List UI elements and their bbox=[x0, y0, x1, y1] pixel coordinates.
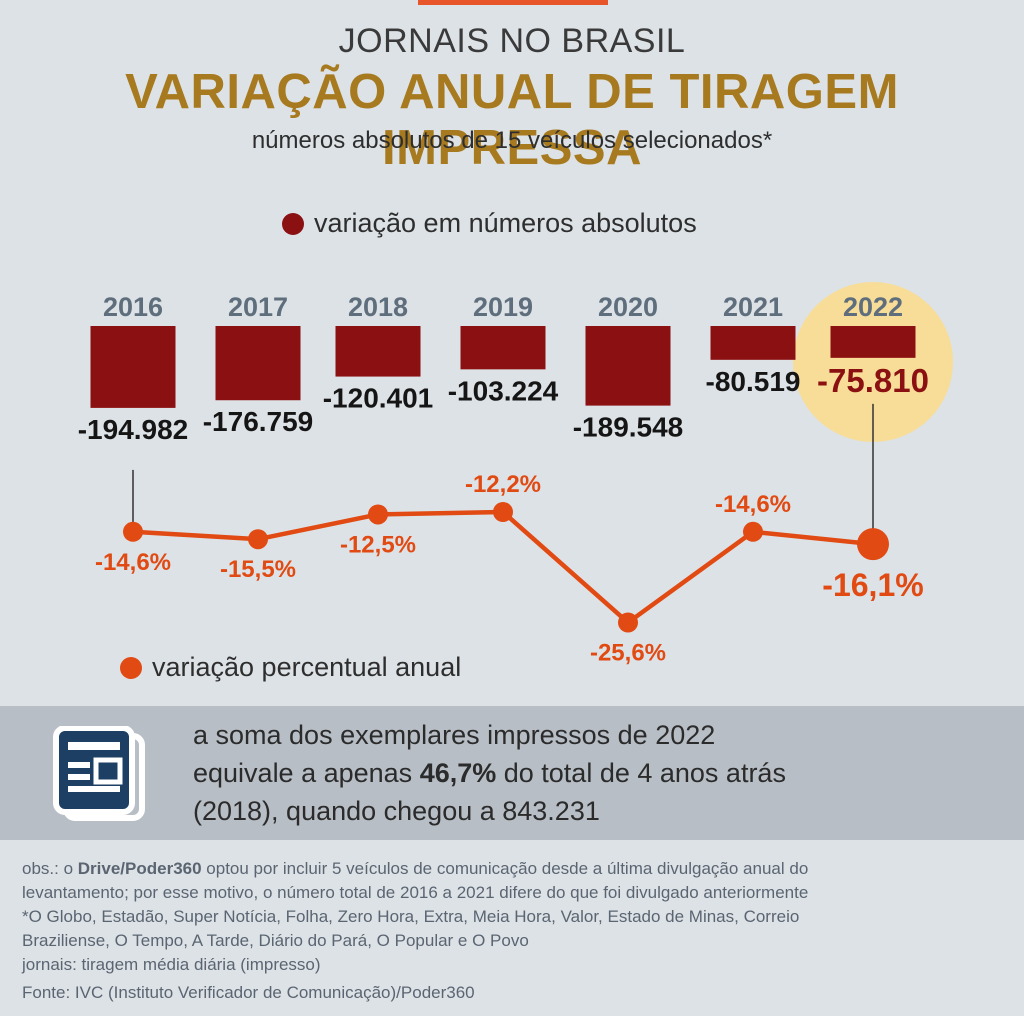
percent-label: -16,1% bbox=[822, 567, 923, 603]
percent-label: -14,6% bbox=[715, 491, 791, 518]
info-line-2-pre: equivale a apenas bbox=[193, 758, 420, 788]
percent-dot bbox=[123, 521, 143, 542]
bar bbox=[830, 326, 916, 358]
top-accent-bar bbox=[418, 0, 608, 5]
bar-value-label: -189.548 bbox=[573, 412, 684, 443]
bar-value-label: -80.519 bbox=[706, 366, 801, 397]
legend-absolute-label: variação em números absolutos bbox=[314, 208, 697, 238]
source-note: Fonte: IVC (Instituto Verificador de Com… bbox=[22, 983, 475, 1002]
bar-value-label: -103.224 bbox=[448, 375, 559, 406]
year-label: 2022 bbox=[843, 292, 903, 322]
note-line-1: obs.: o Drive/Poder360 optou por incluir… bbox=[22, 857, 1007, 881]
info-line-1: a soma dos exemplares impressos de 2022 bbox=[193, 720, 716, 750]
legend-percent-label: variação percentual anual bbox=[152, 652, 462, 682]
bar bbox=[90, 326, 176, 408]
year-label: 2016 bbox=[103, 292, 163, 322]
info-line-2-post: do total de 4 anos atrás bbox=[496, 758, 786, 788]
note-line-3: *O Globo, Estadão, Super Notícia, Folha,… bbox=[22, 907, 800, 926]
percent-label: -15,5% bbox=[220, 556, 296, 583]
note-line-1-post: optou por incluir 5 veículos de comunica… bbox=[201, 859, 809, 878]
subtitle: números absolutos de 15 veículos selecio… bbox=[251, 127, 773, 154]
note-line-2: levantamento; por esse motivo, o número … bbox=[22, 883, 809, 902]
percent-label: -14,6% bbox=[95, 549, 171, 576]
info-highlight-value: 46,7% bbox=[419, 758, 497, 788]
year-label: 2019 bbox=[473, 292, 533, 322]
bar bbox=[215, 326, 301, 401]
bar-value-label: -120.401 bbox=[323, 383, 434, 414]
newspaper-icon bbox=[53, 726, 145, 821]
bar-value-label: -176.759 bbox=[203, 406, 314, 437]
notes: obs.: o Drive/Poder360 optou por incluir… bbox=[22, 857, 1007, 977]
year-label: 2021 bbox=[723, 292, 783, 322]
note-line-1-pre: obs.: o bbox=[22, 859, 78, 878]
year-label: 2017 bbox=[228, 292, 288, 322]
page-title: VARIAÇÃO ANUAL DE TIRAGEM IMPRESSA bbox=[125, 65, 899, 175]
note-line-5: jornais: tiragem média diária (impresso) bbox=[22, 955, 321, 974]
note-line-4: Braziliense, O Tempo, A Tarde, Diário do… bbox=[22, 931, 529, 950]
bar bbox=[460, 326, 546, 370]
legend-dot-swatch bbox=[120, 656, 142, 679]
bar-value-label: -75.810 bbox=[817, 362, 929, 399]
info-line-2: equivale a apenas 46,7% do total de 4 an… bbox=[193, 754, 993, 792]
percent-dot bbox=[743, 521, 763, 542]
bar bbox=[710, 326, 796, 360]
info-line-3: (2018), quando chegou a 843.231 bbox=[193, 796, 600, 826]
bar bbox=[335, 326, 421, 377]
bar-value-label: -194.982 bbox=[78, 414, 189, 445]
bar bbox=[585, 326, 671, 406]
percent-label: -12,5% bbox=[340, 531, 416, 558]
highlight-circle bbox=[793, 282, 953, 442]
percent-label: -25,6% bbox=[590, 640, 666, 667]
kicker: JORNAIS NO BRASIL bbox=[338, 22, 686, 60]
info-text: a soma dos exemplares impressos de 2022 … bbox=[193, 716, 993, 830]
percent-dot bbox=[857, 528, 889, 561]
percent-dot bbox=[248, 529, 268, 550]
chart: 2016 -194.982 2017 -176.759 2018 -120.401 2019… bbox=[78, 282, 953, 667]
year-label: 2018 bbox=[348, 292, 408, 322]
year-label: 2020 bbox=[598, 292, 658, 322]
percent-dot bbox=[618, 612, 638, 633]
info-band bbox=[0, 706, 1024, 840]
percent-dot bbox=[368, 504, 388, 525]
legend-absolute: variação em números absolutos bbox=[282, 208, 697, 239]
note-brand: Drive/Poder360 bbox=[77, 859, 202, 878]
legend-percent: variação percentual anual bbox=[120, 652, 461, 683]
legend-bar-swatch bbox=[282, 212, 304, 235]
percent-label: -12,2% bbox=[465, 471, 541, 498]
percent-dot bbox=[493, 502, 513, 522]
